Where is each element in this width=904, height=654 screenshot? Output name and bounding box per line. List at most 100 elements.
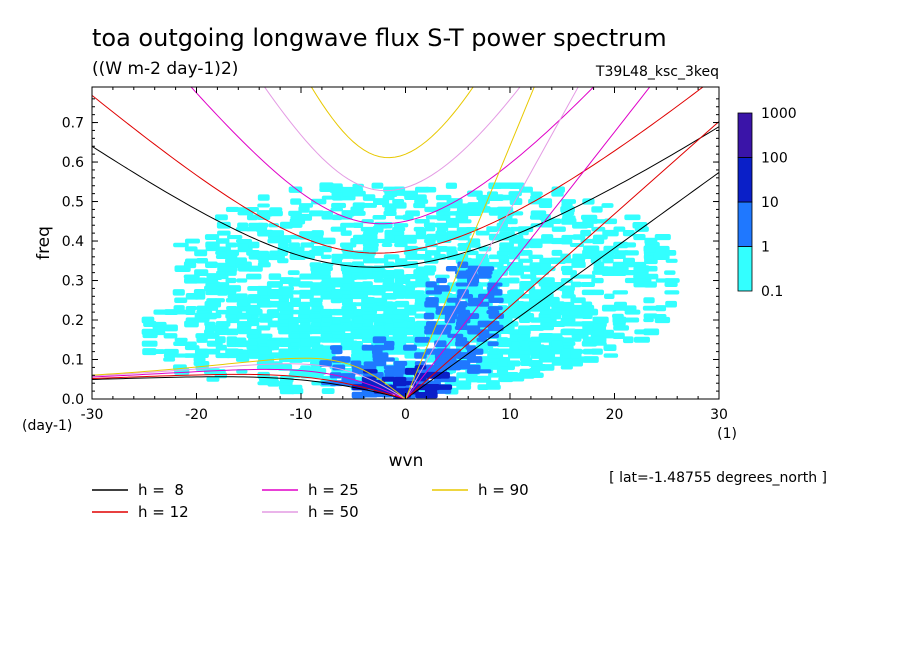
heatmap-cell [331,253,344,260]
heatmap-cell [141,340,158,347]
heatmap-cell [299,231,316,236]
heatmap-cell [226,336,238,344]
heatmap-cell [488,372,500,378]
heatmap-cell [246,250,260,256]
heatmap-cell [436,277,448,284]
heatmap-cell [405,210,420,217]
heatmap-cell [298,213,313,221]
heatmap-cell [290,290,301,295]
heatmap-cell [288,242,301,248]
heatmap-cell [580,321,594,327]
heatmap-cell [643,317,654,323]
heatmap-cell [551,249,563,256]
heatmap-cell [632,221,648,229]
inertio-gravity-wave-curve [310,87,474,159]
heatmap-cell [551,186,565,193]
heatmap-cell [308,317,324,323]
rossby-wave-curve [92,368,406,399]
x-unit-label: (1) [717,426,737,442]
heatmap-cell [320,308,334,316]
heatmap-cell [298,324,311,332]
heatmap-cell [289,297,301,303]
heatmap-cell [277,288,292,296]
heatmap-cell [299,333,311,339]
heatmap-cell [571,328,584,335]
heatmap-cell [633,336,650,343]
heatmap-cell [529,372,544,378]
heatmap-cell [321,388,335,395]
heatmap-cell [665,250,677,256]
y-tick-label: 0.1 [62,353,84,369]
heatmap-cell [436,384,453,390]
heatmap-cell [194,277,207,284]
heatmap-cell [539,214,551,221]
heatmap-cell [321,266,333,272]
heatmap-cell [225,206,240,213]
heatmap-cell [664,278,680,283]
heatmap-cell [424,206,438,213]
heatmap-cell [623,250,639,256]
heatmap-cell [664,290,680,295]
heatmap-cell [311,344,324,351]
heatmap-cell [225,242,238,248]
colorbar-label: 1 [761,240,770,256]
heatmap-cell [541,234,554,240]
heatmap-cell [528,254,544,260]
heatmap-cell [361,381,375,386]
heatmap-cell [455,282,468,287]
heatmap-cell [581,274,596,279]
heatmap-cell [361,344,375,351]
heatmap-cell [225,328,239,336]
heatmap-cell [269,352,282,359]
heatmap-cell [394,234,406,240]
y-tick-label: 0.6 [62,155,84,171]
heatmap-cell [215,321,230,327]
heatmap-cell [237,353,250,359]
heatmap-cell [603,329,615,334]
heatmap-cell [214,214,228,221]
heatmap-cell [497,254,510,260]
heatmap-cell [530,336,543,343]
heatmap-cell [214,273,229,280]
heatmap-cell [289,384,303,390]
heatmap-cell [381,292,398,300]
heatmap-cell [267,238,281,244]
heatmap-cell [267,376,279,383]
heatmap-cell [457,261,469,268]
heatmap-cell [414,336,431,343]
heatmap-cell [496,349,512,354]
heatmap-cell [591,206,603,213]
heatmap-cell [352,254,364,260]
x-tick-label: 20 [606,407,624,423]
x-tick-label: 0 [401,407,410,423]
heatmap-cell [603,353,619,358]
heatmap-cell [215,369,226,374]
heatmap-cell [288,316,303,324]
heatmap-cell [173,305,185,312]
heatmap-cell [217,286,231,291]
chart-title: toa outgoing longwave flux S-T power spe… [92,24,667,52]
kelvin-wave-curve [405,121,719,399]
heatmap-cell [454,329,469,334]
heatmap-cell [372,336,387,344]
heatmap-cell [331,202,347,209]
heatmap-cell [384,340,395,347]
x-axis-ticks: -30 -20 -10 0 10 20 30 [81,87,728,423]
legend-label: h = 50 [308,503,359,521]
y-tick-label: 0.2 [62,313,84,329]
heatmap-cell [217,230,231,236]
heatmap-cell [423,312,435,320]
heatmap-cell [559,285,575,292]
heatmap-cell [235,293,248,300]
heatmap-cell [455,337,468,343]
heatmap-cell [624,317,640,323]
heatmap-cell [402,190,418,197]
heatmap-cell [381,357,395,362]
heatmap-cell [362,194,376,201]
heatmap-cell [540,277,555,284]
heatmap-cell [550,333,563,339]
heatmap-cell [644,237,658,245]
heatmap-cell [267,289,280,296]
heatmap-cell [414,219,430,224]
heatmap-cell [352,340,364,347]
